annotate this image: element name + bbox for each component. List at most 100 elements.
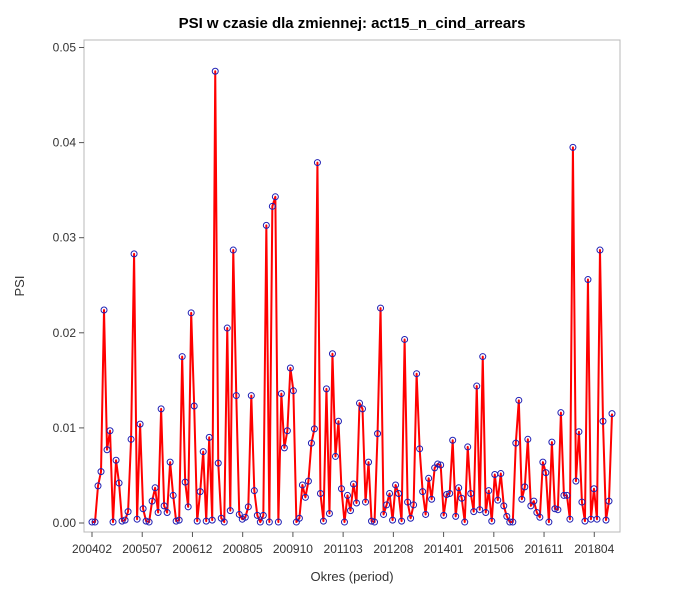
data-point [371, 518, 379, 526]
data-point [97, 468, 105, 476]
x-axis-label: Okres (period) [310, 569, 393, 584]
y-tick-label: 0.04 [53, 136, 77, 150]
data-point [362, 498, 370, 506]
data-point [121, 516, 129, 524]
data-point [91, 518, 99, 526]
data-point [172, 517, 180, 525]
data-point [271, 193, 279, 201]
x-tick-label: 201208 [373, 542, 413, 556]
x-tick-label: 200507 [122, 542, 162, 556]
y-tick-label: 0.02 [53, 326, 77, 340]
data-point [124, 508, 132, 516]
data-point [542, 469, 550, 477]
data-point [211, 67, 219, 75]
data-point [280, 444, 288, 452]
data-point [584, 276, 592, 284]
data-point [347, 507, 354, 515]
data-point [262, 221, 270, 229]
data-point [286, 364, 294, 372]
data-point [446, 490, 454, 498]
data-point [593, 515, 601, 523]
x-tick-label: 200910 [273, 542, 313, 556]
data-point [319, 517, 327, 525]
data-point [608, 410, 616, 418]
data-point [476, 506, 484, 514]
x-tick-label: 201506 [474, 542, 514, 556]
data-point [581, 517, 589, 525]
data-point [106, 427, 114, 435]
data-point [419, 488, 427, 496]
data-point [350, 480, 357, 488]
y-axis: 0.00 0.01 0.02 0.03 0.04 0.05 [53, 41, 84, 530]
data-point [479, 353, 487, 361]
data-point [377, 304, 385, 312]
y-tick-label: 0.05 [53, 41, 77, 55]
data-point [464, 443, 472, 451]
data-point [289, 387, 297, 395]
data-point [515, 396, 523, 404]
data-point [340, 518, 348, 526]
data-point [169, 491, 177, 499]
chart-title: PSI w czasie dla zmiennej: act15_n_cind_… [179, 15, 526, 32]
data-point [328, 350, 336, 358]
data-point [337, 485, 345, 493]
data-point [536, 513, 544, 521]
data-point [485, 487, 493, 495]
x-tick-label: 201804 [574, 542, 614, 556]
data-point [112, 456, 120, 464]
data-point [602, 516, 610, 524]
data-point [301, 493, 309, 501]
data-point [226, 507, 234, 515]
data-point [356, 399, 364, 407]
data-point [232, 392, 240, 400]
data-point [307, 439, 315, 447]
data-point [575, 428, 583, 436]
data-point [100, 306, 108, 314]
data-point [488, 517, 496, 525]
data-point [359, 405, 367, 413]
x-tick-label: 200612 [172, 542, 212, 556]
data-point [410, 501, 418, 509]
data-point [151, 484, 159, 492]
data-point [392, 481, 400, 489]
data-point [530, 497, 538, 505]
data-point [497, 470, 505, 478]
data-point [157, 405, 165, 413]
data-point [298, 481, 306, 489]
data-point [599, 417, 607, 425]
data-point [160, 502, 168, 510]
data-point [383, 501, 391, 509]
data-point [283, 427, 291, 435]
data-point [506, 518, 514, 526]
data-point [187, 309, 195, 317]
data-point [560, 491, 568, 499]
data-point [437, 461, 445, 469]
data-point [563, 491, 571, 499]
data-point [118, 517, 126, 525]
data-point [142, 517, 150, 525]
data-point [103, 446, 111, 454]
data-point [569, 143, 577, 151]
data-point [422, 510, 430, 518]
data-point [199, 448, 207, 456]
x-tick-label: 201611 [524, 542, 563, 556]
data-point [590, 485, 598, 493]
data-point [148, 497, 156, 505]
data-point [184, 503, 192, 511]
data-point [208, 516, 216, 524]
data-point [548, 438, 556, 446]
data-point [133, 515, 141, 523]
data-point [322, 385, 330, 393]
data-point [440, 511, 448, 519]
psi-series [88, 67, 616, 526]
data-point [196, 488, 204, 496]
data-point [277, 390, 285, 398]
data-point [334, 417, 342, 425]
data-point [386, 490, 394, 498]
y-tick-label: 0.01 [53, 421, 77, 435]
data-point [461, 518, 469, 526]
data-point [259, 511, 267, 519]
data-point [256, 518, 264, 526]
